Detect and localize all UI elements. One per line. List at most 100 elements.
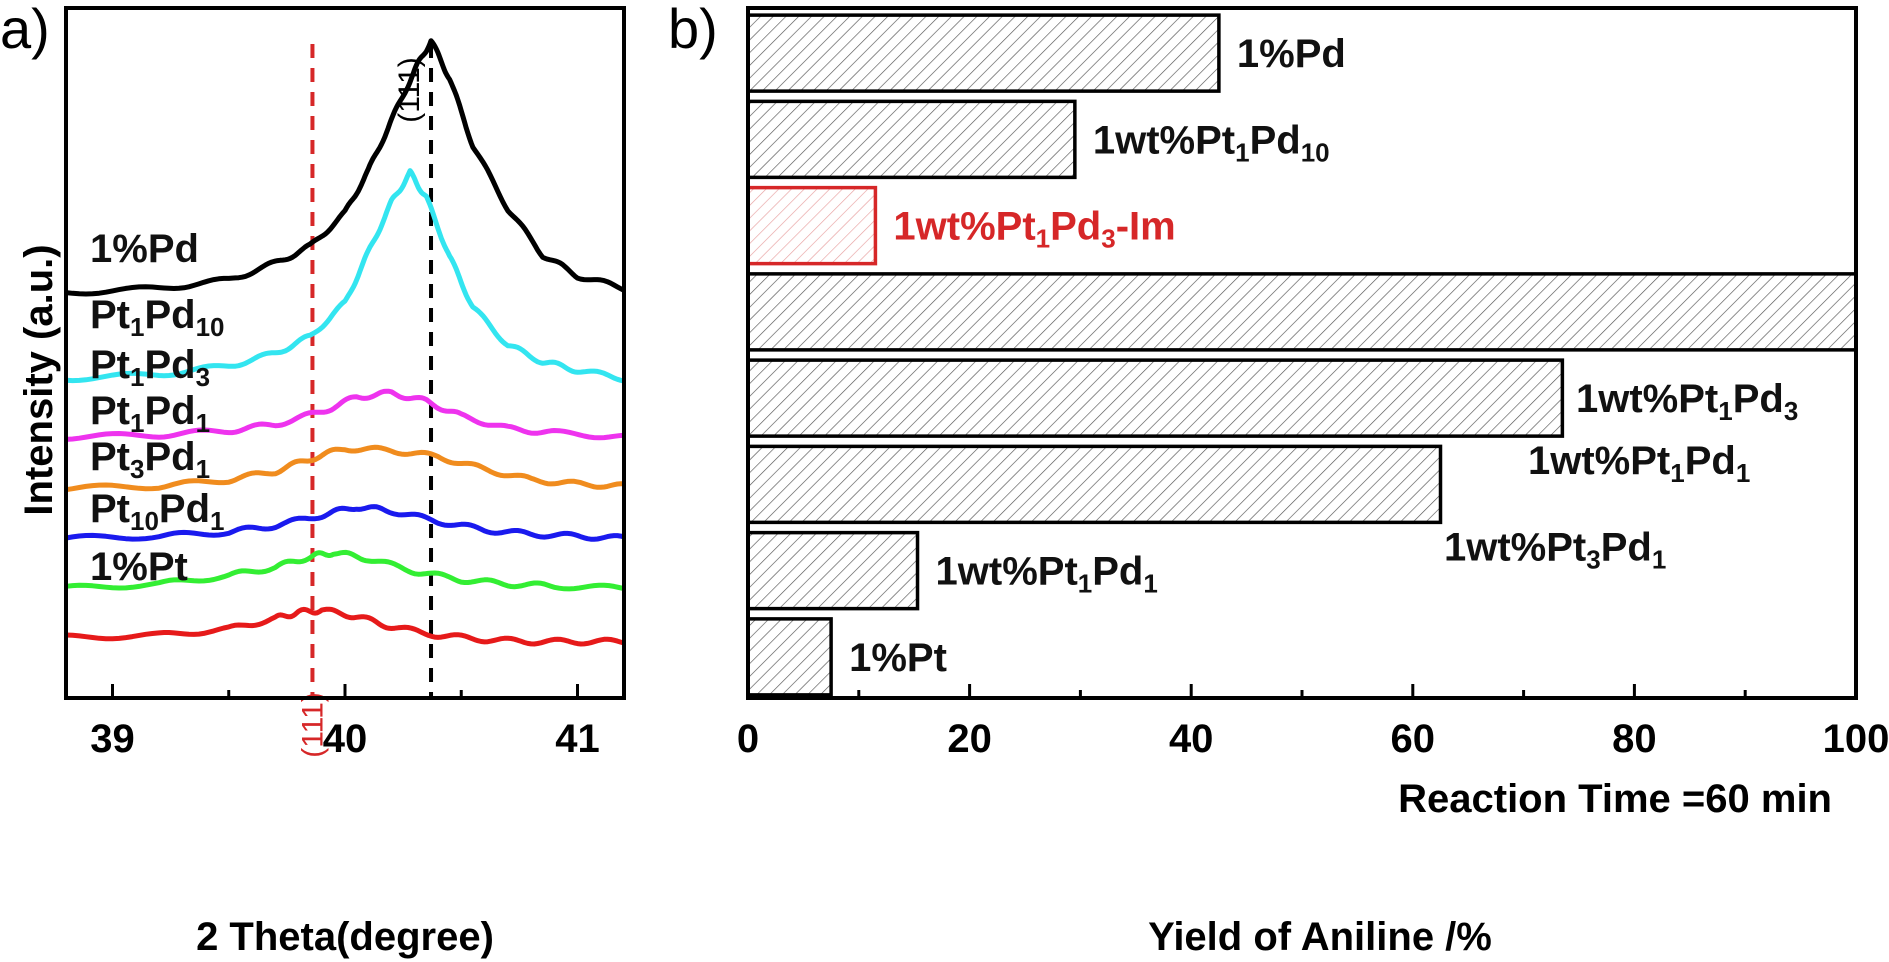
label-subscript: 1 (1235, 137, 1249, 167)
label-subscript: 1 (1718, 396, 1732, 426)
label-part: 1%Pd (90, 227, 199, 271)
bar-label: 1%Pd (1237, 32, 1346, 76)
label-subscript: 1 (130, 362, 144, 392)
label-part: Pt (90, 293, 130, 337)
label-part: Pd (144, 293, 195, 337)
x-tick-label: 20 (947, 717, 992, 761)
series-line (65, 444, 624, 493)
label-subscript: 10 (1301, 137, 1330, 167)
peak-label: (111) (296, 692, 329, 758)
bar (746, 13, 1221, 93)
bar (746, 617, 833, 697)
label-part: 1wt%Pt (893, 205, 1035, 249)
panel-a: a) (111)(111) 1%PdPt1Pd10Pt1Pd3Pt1Pd1Pt3… (0, 0, 626, 959)
series-label: Pt10Pd1 (90, 487, 225, 536)
bar-label: 1wt%Pt1Pd1 (936, 550, 1158, 599)
label-part: Pd (1092, 550, 1143, 594)
x-tick-label: 0 (737, 717, 759, 761)
x-tick-label: 41 (555, 717, 600, 761)
label-part: 1wt%Pt (1528, 439, 1670, 483)
x-axis-ticks: 0 20 40 60 80 100 (737, 684, 1889, 761)
label-subscript: 1 (196, 454, 210, 484)
reference-lines: (111) (111) (296, 44, 434, 758)
bar-label: 1wt%Pt1Pd3-Im (893, 205, 1175, 254)
label-subscript: 1 (1078, 568, 1092, 598)
panel-a-label: a) (0, 0, 50, 60)
label-subscript: 1 (130, 312, 144, 342)
bar (746, 185, 878, 266)
bar (746, 272, 1858, 352)
series-line (65, 606, 625, 647)
series-line (65, 168, 625, 384)
label-part: 1wt%Pt (1444, 525, 1586, 569)
label-part: Pd (159, 487, 210, 531)
series-label: 1%Pt (90, 545, 188, 589)
bar (746, 530, 920, 611)
label-subscript: 1 (210, 506, 224, 536)
label-part: Pt (90, 389, 130, 433)
label-part: 1wt%Pt (1093, 118, 1235, 162)
bar (746, 444, 1443, 525)
label-part: 1%Pt (90, 545, 188, 589)
label-part: Pd (144, 389, 195, 433)
bar (746, 99, 1077, 180)
panel-b-label: b) (668, 0, 718, 60)
reaction-time-note: Reaction Time =60 min (1398, 777, 1832, 821)
x-tick-label: 80 (1612, 717, 1657, 761)
label-part: 1wt%Pt (936, 550, 1078, 594)
label-part: Pt (90, 435, 130, 479)
x-tick-label: 40 (323, 717, 368, 761)
bar-label: 1wt%Pt1Pd10 (1093, 118, 1330, 167)
series-line (65, 38, 626, 297)
label-part: 1wt%Pt (1576, 377, 1718, 421)
label-subscript: 1 (1652, 544, 1666, 574)
label-part: Pd (144, 435, 195, 479)
panel-b: b) 1%Pd1wt%Pt1Pd101wt%Pt1Pd3-Im1wt%Pt1Pd… (668, 0, 1889, 959)
label-subscript: 10 (130, 506, 159, 536)
label-subscript: 1 (196, 408, 210, 438)
series-group (65, 38, 626, 647)
label-part: Pd (144, 343, 195, 387)
series-label: 1%Pd (90, 227, 199, 271)
series-label: Pt3Pd1 (90, 435, 210, 484)
x-tick-label: 60 (1391, 717, 1436, 761)
label-part: -Im (1116, 205, 1176, 249)
label-subscript: 1 (1670, 458, 1684, 488)
label-subscript: 1 (1036, 223, 1050, 253)
label-part: Pd (1685, 439, 1736, 483)
x-axis-title: Yield of Aniline /% (1148, 915, 1492, 959)
label-part: Pd (1601, 525, 1652, 569)
series-line (65, 388, 625, 442)
x-tick-label: 40 (1169, 717, 1214, 761)
series-label: Pt1Pd3 (90, 343, 210, 392)
bar-labels: 1%Pd1wt%Pt1Pd101wt%Pt1Pd3-Im1wt%Pt1Pd31w… (849, 32, 1798, 680)
label-part: Pt (90, 343, 130, 387)
bar-label: 1%Pt (849, 636, 947, 680)
x-axis-title: 2 Theta(degree) (196, 915, 494, 959)
label-subscript: 1 (1736, 458, 1750, 488)
series-line (65, 504, 625, 542)
label-subscript: 1 (130, 408, 144, 438)
label-subscript: 10 (196, 312, 225, 342)
label-part: Pd (1250, 118, 1301, 162)
bar-label: 1wt%Pt1Pd1 (1528, 439, 1750, 488)
series-label: Pt1Pd1 (90, 389, 210, 438)
label-subscript: 3 (1586, 544, 1600, 574)
x-axis-ticks: 39 40 41 (90, 684, 600, 761)
label-part: 1%Pt (849, 636, 947, 680)
label-part: Pd (1733, 377, 1784, 421)
bar (746, 358, 1565, 438)
label-subscript: 1 (1143, 568, 1157, 598)
label-part: Pt (90, 487, 130, 531)
label-part: 1%Pd (1237, 32, 1346, 76)
bar-label: 1wt%Pt1Pd3 (1576, 377, 1798, 426)
y-axis-title: Intensity (a.u.) (17, 244, 61, 515)
label-subscript: 3 (1101, 223, 1115, 253)
label-subscript: 3 (196, 362, 210, 392)
peak-label: (111) (393, 57, 426, 123)
x-tick-label: 39 (90, 717, 135, 761)
series-label: Pt1Pd10 (90, 293, 225, 342)
label-subscript: 3 (1784, 396, 1798, 426)
